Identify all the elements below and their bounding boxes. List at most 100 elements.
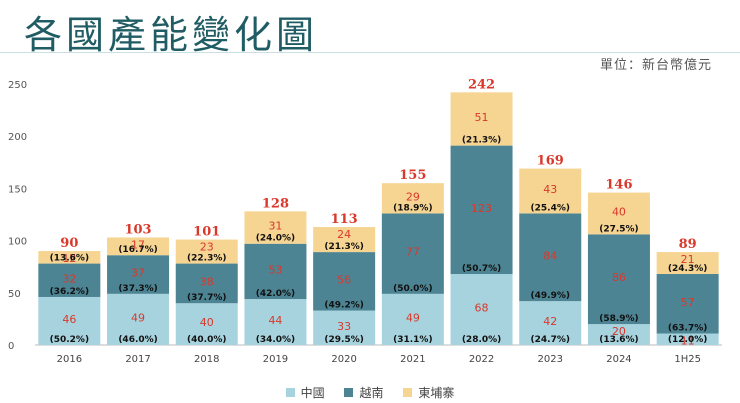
bar-segment-vietnam [587,234,650,325]
data-label-value: 37 [131,267,145,280]
data-label-value: 17 [131,238,145,251]
legend-label-cambodia: 東埔寨 [418,386,455,400]
bar-segment-cambodia [313,227,376,253]
bar-segment-china [175,303,238,345]
bar-segment-china [587,324,650,345]
title-divider [0,52,740,53]
legend-label-china: 中國 [300,386,325,400]
data-label-value: 29 [406,190,420,203]
x-tick-label: 2021 [400,354,425,365]
bar-segment-cambodia [450,92,513,146]
total-label: 89 [679,237,697,252]
total-label: 146 [605,178,632,193]
total-label: 128 [262,196,289,211]
data-label-percent: (27.5%) [599,224,638,234]
data-label-percent: (49.9%) [531,291,570,301]
legend-item-cambodia[interactable]: 東埔寨 [403,384,454,401]
data-label-value: 20 [612,325,626,338]
data-label-percent: (12.0%) [668,335,707,345]
x-tick-label: 2020 [331,354,356,365]
bar-segment-cambodia [381,183,444,214]
bar-segment-cambodia [175,239,238,264]
data-label-value: 24 [337,228,351,241]
data-label-percent: (21.3%) [324,242,363,252]
data-label-percent: (22.3%) [187,254,226,264]
data-label-percent: (50.2%) [50,335,89,345]
bar-segment-china [381,293,444,345]
total-label: 113 [331,212,358,227]
data-label-percent: (63.7%) [668,324,707,334]
legend-swatch-vietnam [344,388,354,397]
total-label: 90 [60,236,78,251]
data-label-value: 40 [612,205,626,218]
data-label-value: 43 [543,183,557,196]
bar-segment-vietnam [450,145,513,275]
bar-segment-cambodia [38,251,101,264]
data-label-value: 57 [681,296,695,309]
data-label-value: 21 [681,253,695,266]
data-label-value: 86 [612,271,626,284]
bar-segment-vietnam [175,263,238,304]
y-tick-label: 200 [8,132,27,143]
legend-label-vietnam: 越南 [359,386,384,400]
data-label-percent: (13.6%) [50,254,89,264]
y-tick-label: 50 [8,289,21,300]
data-label-value: 77 [406,246,420,259]
x-tick-label: 2018 [194,354,219,365]
data-label-value: 68 [475,302,489,315]
data-label-value: 46 [62,313,76,326]
data-label-percent: (36.2%) [50,287,89,297]
data-label-percent: (58.9%) [599,314,638,324]
data-label-percent: (49.2%) [324,301,363,311]
bar-segment-cambodia [587,192,650,235]
data-label-value: 123 [471,202,492,215]
bar-segment-vietnam [107,255,170,294]
y-tick-label: 0 [8,341,14,352]
legend-item-china[interactable]: 中國 [285,384,325,401]
data-label-percent: (42.0%) [256,289,295,299]
data-label-percent: (16.7%) [118,245,157,255]
data-label-value: 32 [62,272,76,285]
data-label-percent: (25.4%) [531,203,570,213]
data-label-value: 51 [475,111,489,124]
bar-segment-vietnam [313,252,376,311]
bar-segment-cambodia [107,237,170,256]
bar-segment-cambodia [656,252,719,275]
data-label-value: 44 [268,314,282,327]
bar-segment-china [107,293,170,345]
total-label: 103 [124,222,151,237]
data-label-percent: (34.0%) [256,335,295,345]
data-label-value: 53 [268,263,282,276]
data-label-percent: (50.7%) [462,264,501,274]
legend-item-vietnam[interactable]: 越南 [344,384,384,401]
bar-segment-cambodia [519,168,582,214]
x-tick-label: 2019 [263,354,288,365]
bar-segment-vietnam [656,274,719,334]
data-label-value: 11 [681,335,695,348]
bar-segment-vietnam [244,243,307,300]
page-title: 各國產能變化圖 [24,13,319,57]
total-label: 101 [193,225,220,240]
legend-swatch-cambodia [403,388,413,397]
x-tick-label: 1H25 [674,354,701,365]
data-label-percent: (40.0%) [187,335,226,345]
unit-label: 單位：新台幣億元 [599,58,712,73]
bar-segment-china [450,274,513,345]
data-label-percent: (21.3%) [462,136,501,146]
x-tick-label: 2022 [469,354,494,365]
data-label-value: 31 [268,220,282,233]
data-label-percent: (46.0%) [118,335,157,345]
data-label-value: 40 [200,316,214,329]
data-label-percent: (37.3%) [118,284,157,294]
data-label-value: 33 [337,320,351,333]
bar-segment-vietnam [381,213,444,294]
legend-swatch-china [285,388,295,397]
data-label-percent: (31.1%) [393,335,432,345]
x-tick-label: 2023 [538,354,563,365]
y-tick-label: 100 [8,237,27,248]
data-label-percent: (29.5%) [324,335,363,345]
y-tick-label: 250 [8,80,27,91]
bar-segment-vietnam [38,263,101,297]
data-label-percent: (24.3%) [668,264,707,274]
